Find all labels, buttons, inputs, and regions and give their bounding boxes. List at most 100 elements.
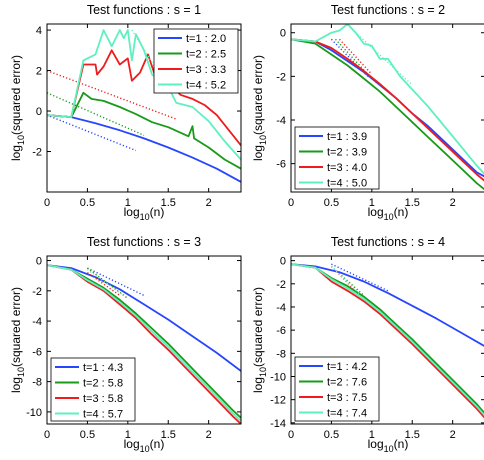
legend-label-1: t=1 : 4.2 bbox=[327, 361, 367, 373]
x-tick-label: 0 bbox=[288, 197, 294, 209]
legend-box bbox=[50, 357, 136, 422]
x-tick-label: 1.5 bbox=[161, 197, 176, 209]
axes-frame bbox=[290, 255, 484, 425]
legend-box bbox=[294, 356, 380, 422]
x-tick-label: 0.5 bbox=[80, 429, 95, 441]
plot-area bbox=[291, 24, 484, 191]
fit-line-3 bbox=[338, 38, 373, 75]
axes-frame bbox=[290, 23, 484, 193]
series-line-3 bbox=[291, 263, 484, 419]
y-axis-label: log10(squared error) bbox=[251, 55, 268, 161]
legend-label-3: t=3 : 3.3 bbox=[186, 64, 226, 76]
x-tick-label: 1.5 bbox=[405, 197, 420, 209]
legend-label-3: t=3 : 7.5 bbox=[327, 392, 367, 404]
y-tick-label: -6 bbox=[276, 325, 286, 337]
y-tick-label: -4 bbox=[276, 302, 286, 314]
x-tick-label: 0.5 bbox=[324, 429, 339, 441]
legend-label-3: t=3 : 5.8 bbox=[83, 393, 123, 405]
fit-line-1 bbox=[331, 263, 389, 292]
y-tick-label: -4 bbox=[32, 316, 42, 328]
x-tick-label: 2 bbox=[206, 197, 212, 209]
legend-label-2: t=2 : 5.8 bbox=[83, 378, 123, 390]
y-tick-label: -6 bbox=[32, 346, 42, 358]
y-tick-label: 0 bbox=[36, 106, 42, 118]
legend-box bbox=[153, 28, 239, 94]
y-tick-label: -8 bbox=[276, 348, 286, 360]
legend: t=1 : 4.2 t=2 : 7.6 t=3 : 7.5 t=4 : 7.4 bbox=[294, 356, 380, 422]
y-axis-label: log10(squared error) bbox=[251, 287, 268, 393]
legend-label-2: t=2 : 7.6 bbox=[327, 377, 367, 389]
fit-line-3 bbox=[47, 69, 177, 120]
y-tick-label: -2 bbox=[276, 279, 286, 291]
axes-frame bbox=[46, 255, 242, 425]
series-line-1 bbox=[291, 263, 484, 347]
y-tick-label: -10 bbox=[270, 371, 286, 383]
x-tick-label: 2 bbox=[450, 197, 456, 209]
x-tick-label: 1 bbox=[125, 197, 131, 209]
series-line-4 bbox=[47, 264, 241, 422]
legend-label-4: t=4 : 5.2 bbox=[186, 80, 226, 92]
chart-panel-3: 0 0.5 1 1.5 2 -10 -8 -6 -4 -2 0 Test functions : s … bbox=[9, 235, 242, 454]
fit-line-1 bbox=[47, 114, 137, 152]
y-tick-label: -4 bbox=[276, 115, 286, 127]
series-line-3 bbox=[291, 38, 484, 182]
chart-panel-2: 0 0.5 1 1.5 2 -6 -4 -2 0 Test functions : s = 2 lo… bbox=[251, 3, 484, 222]
x-axis-label: log10(n) bbox=[124, 437, 165, 454]
x-tick-label: 0.5 bbox=[80, 197, 95, 209]
legend-label-4: t=4 : 5.0 bbox=[327, 178, 367, 190]
x-axis-label: log10(n) bbox=[124, 205, 165, 222]
series-line-2 bbox=[47, 264, 241, 419]
x-tick-label: 1 bbox=[369, 429, 375, 441]
y-tick-label: 0 bbox=[280, 28, 286, 40]
legend-label-1: t=1 : 3.9 bbox=[327, 131, 367, 143]
y-tick-label: -12 bbox=[270, 395, 286, 407]
x-tick-label: 0.5 bbox=[324, 197, 339, 209]
series-line-2 bbox=[47, 91, 241, 170]
x-tick-label: 2 bbox=[206, 429, 212, 441]
chart-panel-1: 0 0.5 1 1.5 2 -2 0 2 4 Test functions : s = 1 log1… bbox=[9, 3, 242, 222]
series-line-2 bbox=[291, 263, 484, 414]
fit-line-1 bbox=[87, 267, 145, 297]
x-tick-label: 1.5 bbox=[405, 429, 420, 441]
y-tick-label: 2 bbox=[36, 66, 42, 78]
legend-label-4: t=4 : 5.7 bbox=[83, 409, 123, 421]
y-tick-label: -2 bbox=[32, 286, 42, 298]
series-line-1 bbox=[47, 264, 241, 372]
fit-line-4 bbox=[131, 29, 169, 90]
plot-area bbox=[47, 29, 241, 183]
plot-area bbox=[47, 264, 241, 424]
x-axis-label: log10(n) bbox=[368, 205, 409, 222]
y-tick-label: 4 bbox=[36, 25, 42, 37]
legend-label-1: t=1 : 4.3 bbox=[83, 362, 123, 374]
fit-line-2 bbox=[47, 92, 145, 136]
series-line-2 bbox=[291, 38, 484, 191]
series-line-4 bbox=[47, 29, 241, 161]
legend: t=1 : 4.3 t=2 : 5.8 t=3 : 5.8 t=4 : 5.7 bbox=[50, 357, 136, 422]
chart-panel-4: 0 0.5 1 1.5 2 -14 -12 -10 -8 -6 -4 -2 0 Test function… bbox=[251, 235, 484, 454]
chart-title: Test functions : s = 1 bbox=[87, 3, 201, 17]
legend-label-4: t=4 : 7.4 bbox=[327, 408, 367, 420]
y-tick-label: -2 bbox=[32, 147, 42, 159]
series-line-3 bbox=[47, 49, 241, 146]
x-tick-label: 0 bbox=[44, 197, 50, 209]
x-tick-label: 0 bbox=[288, 429, 294, 441]
legend-label-3: t=3 : 4.0 bbox=[327, 162, 367, 174]
x-tick-label: 1 bbox=[125, 429, 131, 441]
legend: t=1 : 3.9 t=2 : 3.9 t=3 : 4.0 t=4 : 5.0 bbox=[294, 126, 380, 190]
x-tick-label: 2 bbox=[450, 429, 456, 441]
x-axis-label: log10(n) bbox=[368, 437, 409, 454]
series-line-4 bbox=[291, 24, 484, 175]
series-line-3 bbox=[47, 264, 241, 424]
legend-label-2: t=2 : 3.9 bbox=[327, 147, 367, 159]
x-tick-label: 0 bbox=[44, 429, 50, 441]
plot-area bbox=[291, 263, 484, 419]
chart-title: Test functions : s = 2 bbox=[331, 3, 445, 17]
legend-label-1: t=1 : 2.0 bbox=[186, 33, 226, 45]
y-tick-label: -10 bbox=[26, 407, 42, 419]
y-tick-label: -8 bbox=[32, 377, 42, 389]
series-line-4 bbox=[291, 263, 484, 417]
y-tick-label: 0 bbox=[36, 256, 42, 268]
series-line-1 bbox=[47, 114, 241, 183]
y-tick-label: -14 bbox=[270, 418, 286, 430]
y-tick-label: 0 bbox=[280, 256, 286, 268]
